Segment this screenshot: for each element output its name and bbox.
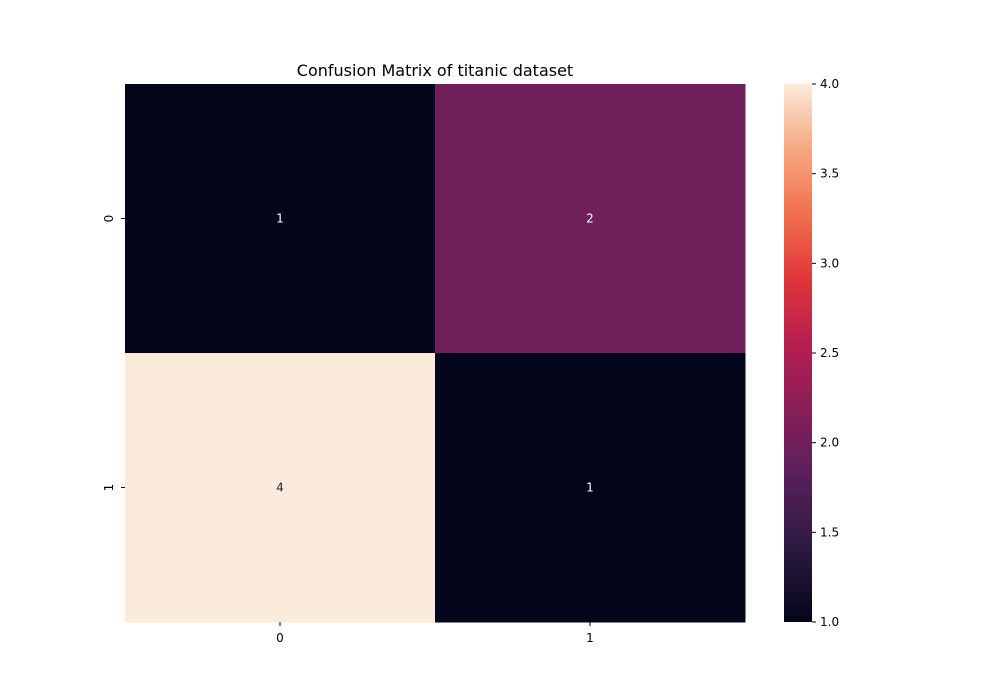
colorbar-tick-label: 1.0	[820, 615, 839, 629]
y-axis: 01	[102, 215, 125, 492]
colorbar-tick-label: 3.0	[820, 256, 839, 270]
colorbar-tick-label: 2.0	[820, 436, 839, 450]
cell-label-r1-c0: 4	[276, 481, 284, 495]
y-tick-label: 1	[102, 484, 116, 492]
colorbar-axis: 1.0 1.5 2.0 2.5 3.0 3.5 4.0	[812, 77, 839, 629]
cell-label-r0-c0: 1	[276, 212, 284, 226]
cell-label-r1-c1: 1	[586, 481, 594, 495]
colorbar	[784, 84, 812, 622]
colorbar-tick-label: 1.5	[820, 525, 839, 539]
heatmap: 1 2 4 1	[125, 84, 746, 623]
chart-title: Confusion Matrix of titanic dataset	[297, 61, 573, 80]
x-tick-label: 0	[276, 631, 284, 645]
colorbar-tick-label: 4.0	[820, 77, 839, 91]
heatmap-cell-r0-c0	[125, 84, 436, 354]
colorbar-tick-label: 3.5	[820, 167, 839, 181]
heatmap-cell-r1-c1	[435, 353, 746, 623]
heatmap-cell-r0-c1	[435, 84, 746, 354]
cell-label-r0-c1: 2	[586, 212, 594, 226]
x-tick-label: 1	[586, 631, 594, 645]
colorbar-tick-label: 2.5	[820, 346, 839, 360]
heatmap-cell-r1-c0	[125, 353, 436, 623]
y-tick-label: 0	[102, 215, 116, 223]
